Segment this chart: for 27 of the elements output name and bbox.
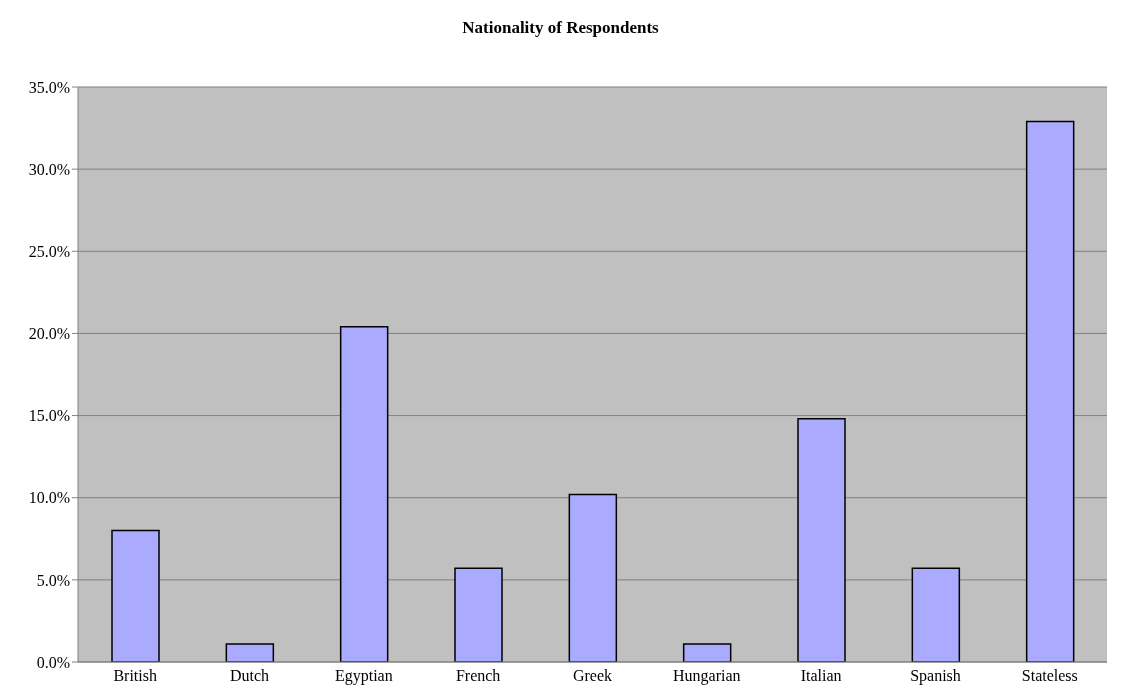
bar — [339, 326, 389, 662]
y-tick-label: 20.0% — [28, 325, 70, 343]
x-tick-label: Italian — [800, 667, 842, 685]
x-tick-label: French — [455, 667, 501, 685]
y-tick-label: 0.0% — [36, 653, 70, 671]
y-tick-label: 10.0% — [28, 489, 70, 507]
y-tick-label: 30.0% — [28, 160, 70, 178]
bar — [1025, 120, 1075, 662]
x-tick-label: Hungarian — [673, 667, 741, 686]
bar — [225, 643, 275, 662]
bar — [568, 493, 618, 662]
chart-title: Nationality of Respondents — [461, 17, 660, 39]
y-tick-label: 35.0% — [28, 78, 70, 96]
y-tick-label: 15.0% — [28, 407, 70, 425]
y-tick-label: 5.0% — [36, 571, 70, 589]
x-tick-label: Dutch — [229, 667, 270, 685]
bar — [111, 529, 160, 662]
x-tick-label: Egyptian — [334, 667, 393, 686]
bar — [797, 418, 846, 662]
bar — [911, 567, 961, 662]
x-tick-label: British — [113, 667, 157, 685]
bar — [682, 643, 732, 662]
x-tick-label: Spanish — [910, 667, 961, 686]
x-tick-label: Greek — [572, 667, 613, 685]
bar — [454, 567, 503, 662]
y-tick-label: 25.0% — [28, 242, 70, 260]
x-tick-label: Stateless — [1021, 667, 1078, 685]
